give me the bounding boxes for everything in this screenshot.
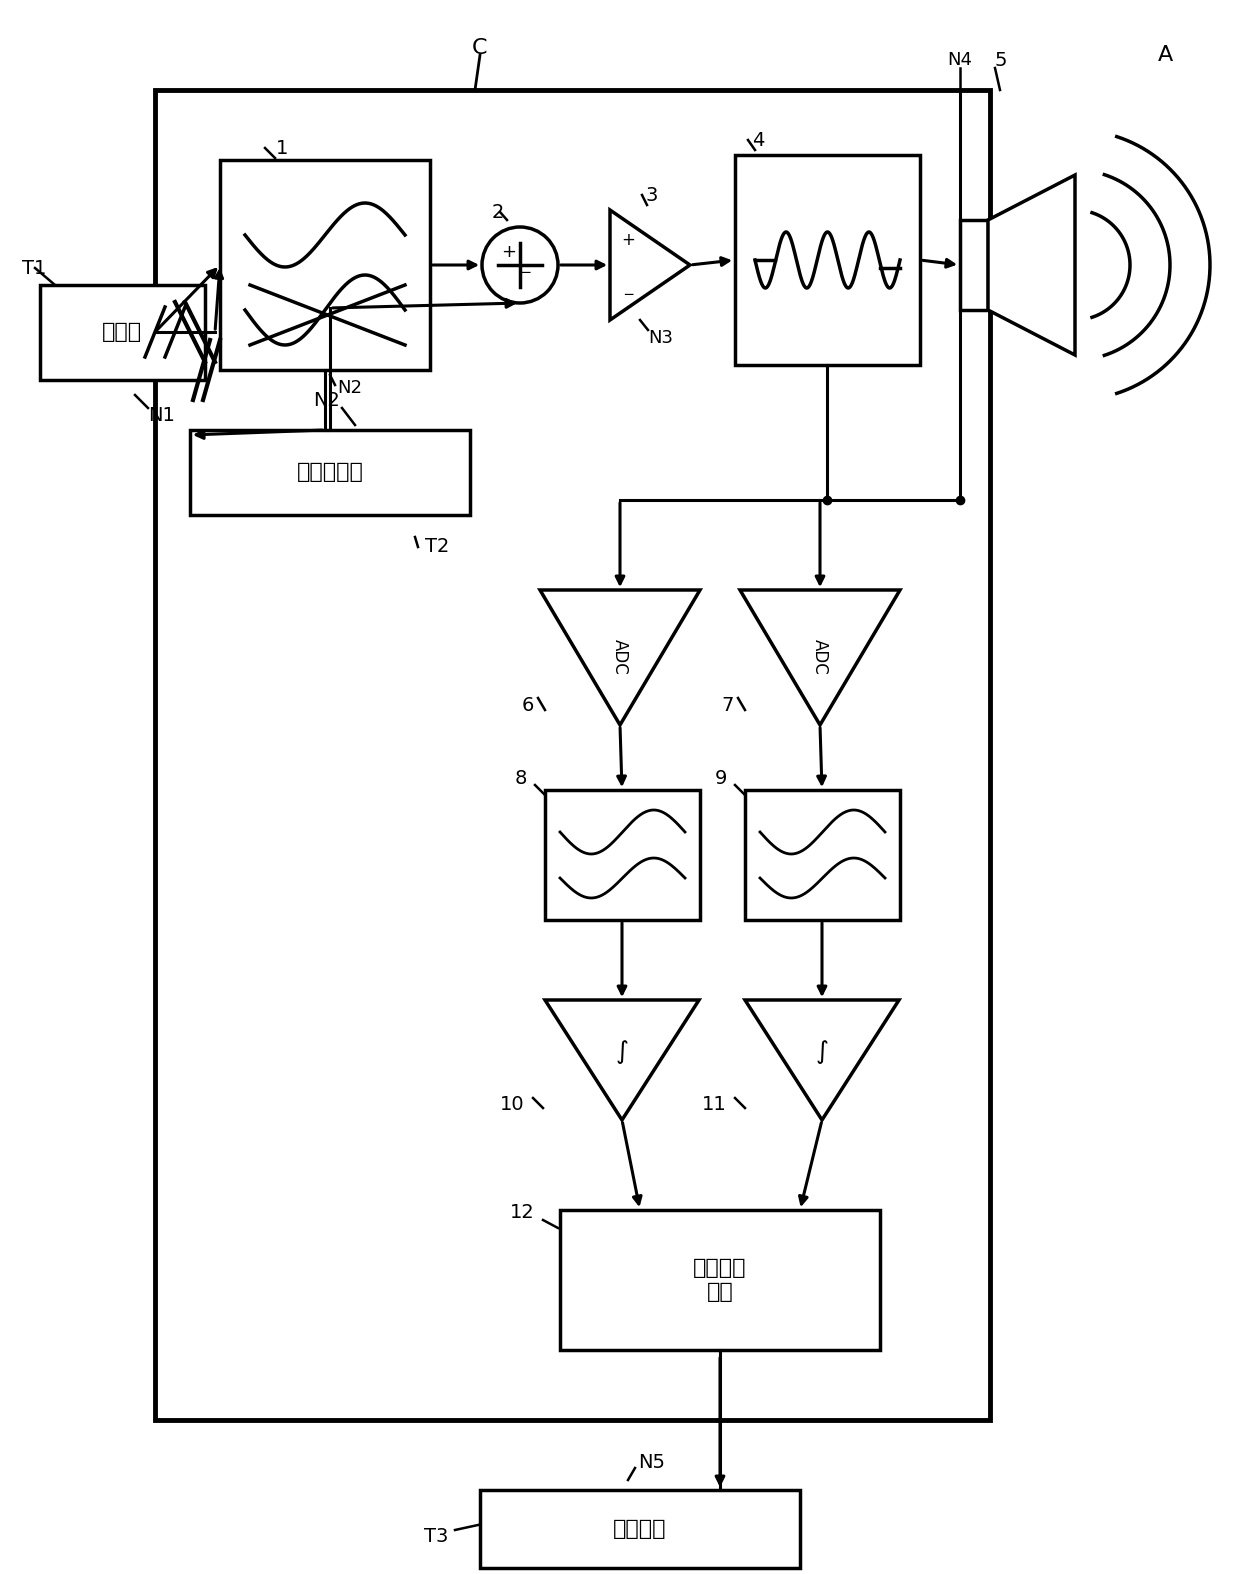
Text: 2: 2 [492, 203, 505, 222]
Text: 10: 10 [501, 1096, 525, 1114]
Polygon shape [745, 999, 899, 1121]
Text: A: A [1157, 46, 1173, 65]
Text: 计算器: 计算器 [102, 323, 143, 342]
Bar [560, 1210, 880, 1350]
Text: 算数逻辑
单元: 算数逻辑 单元 [693, 1258, 746, 1302]
Text: N2: N2 [314, 390, 340, 409]
Bar [219, 161, 430, 370]
Text: +: + [501, 242, 517, 261]
Text: 8: 8 [515, 768, 527, 787]
Bar [40, 285, 205, 379]
Text: 6: 6 [522, 696, 534, 715]
Text: ─: ─ [521, 266, 529, 280]
Text: 波形产生器: 波形产生器 [296, 463, 363, 482]
Text: 12: 12 [510, 1204, 534, 1223]
Text: 外部装置: 外部装置 [614, 1519, 667, 1539]
Text: 9: 9 [714, 768, 727, 787]
Bar [480, 1491, 800, 1568]
Bar [190, 430, 470, 515]
Text: C: C [472, 38, 487, 58]
Bar [155, 90, 990, 1420]
Text: N2: N2 [337, 379, 362, 397]
Text: N4: N4 [947, 50, 972, 69]
Text: ADC: ADC [811, 639, 830, 675]
Polygon shape [539, 590, 701, 726]
Polygon shape [988, 175, 1075, 356]
Text: 7: 7 [722, 696, 734, 715]
Text: T2: T2 [425, 537, 449, 557]
Text: 1: 1 [275, 139, 288, 157]
Bar [735, 154, 920, 365]
Text: 5: 5 [994, 50, 1007, 69]
Circle shape [482, 227, 558, 304]
Polygon shape [546, 999, 699, 1121]
Text: 11: 11 [702, 1096, 727, 1114]
Bar [745, 790, 900, 919]
Text: N3: N3 [649, 329, 673, 346]
Bar [546, 790, 701, 919]
Polygon shape [610, 209, 689, 320]
Text: N5: N5 [639, 1453, 665, 1472]
Text: ADC: ADC [611, 639, 629, 675]
Text: +: + [621, 231, 635, 249]
Text: ─: ─ [624, 288, 632, 302]
Text: T1: T1 [22, 258, 46, 277]
Text: 4: 4 [751, 131, 764, 150]
Text: N1: N1 [148, 406, 175, 425]
Text: ∫: ∫ [816, 1040, 828, 1064]
Polygon shape [740, 590, 900, 726]
Bar [960, 220, 988, 310]
Text: 3: 3 [646, 186, 658, 205]
Text: ∫: ∫ [615, 1040, 629, 1064]
Text: T3: T3 [424, 1527, 448, 1547]
